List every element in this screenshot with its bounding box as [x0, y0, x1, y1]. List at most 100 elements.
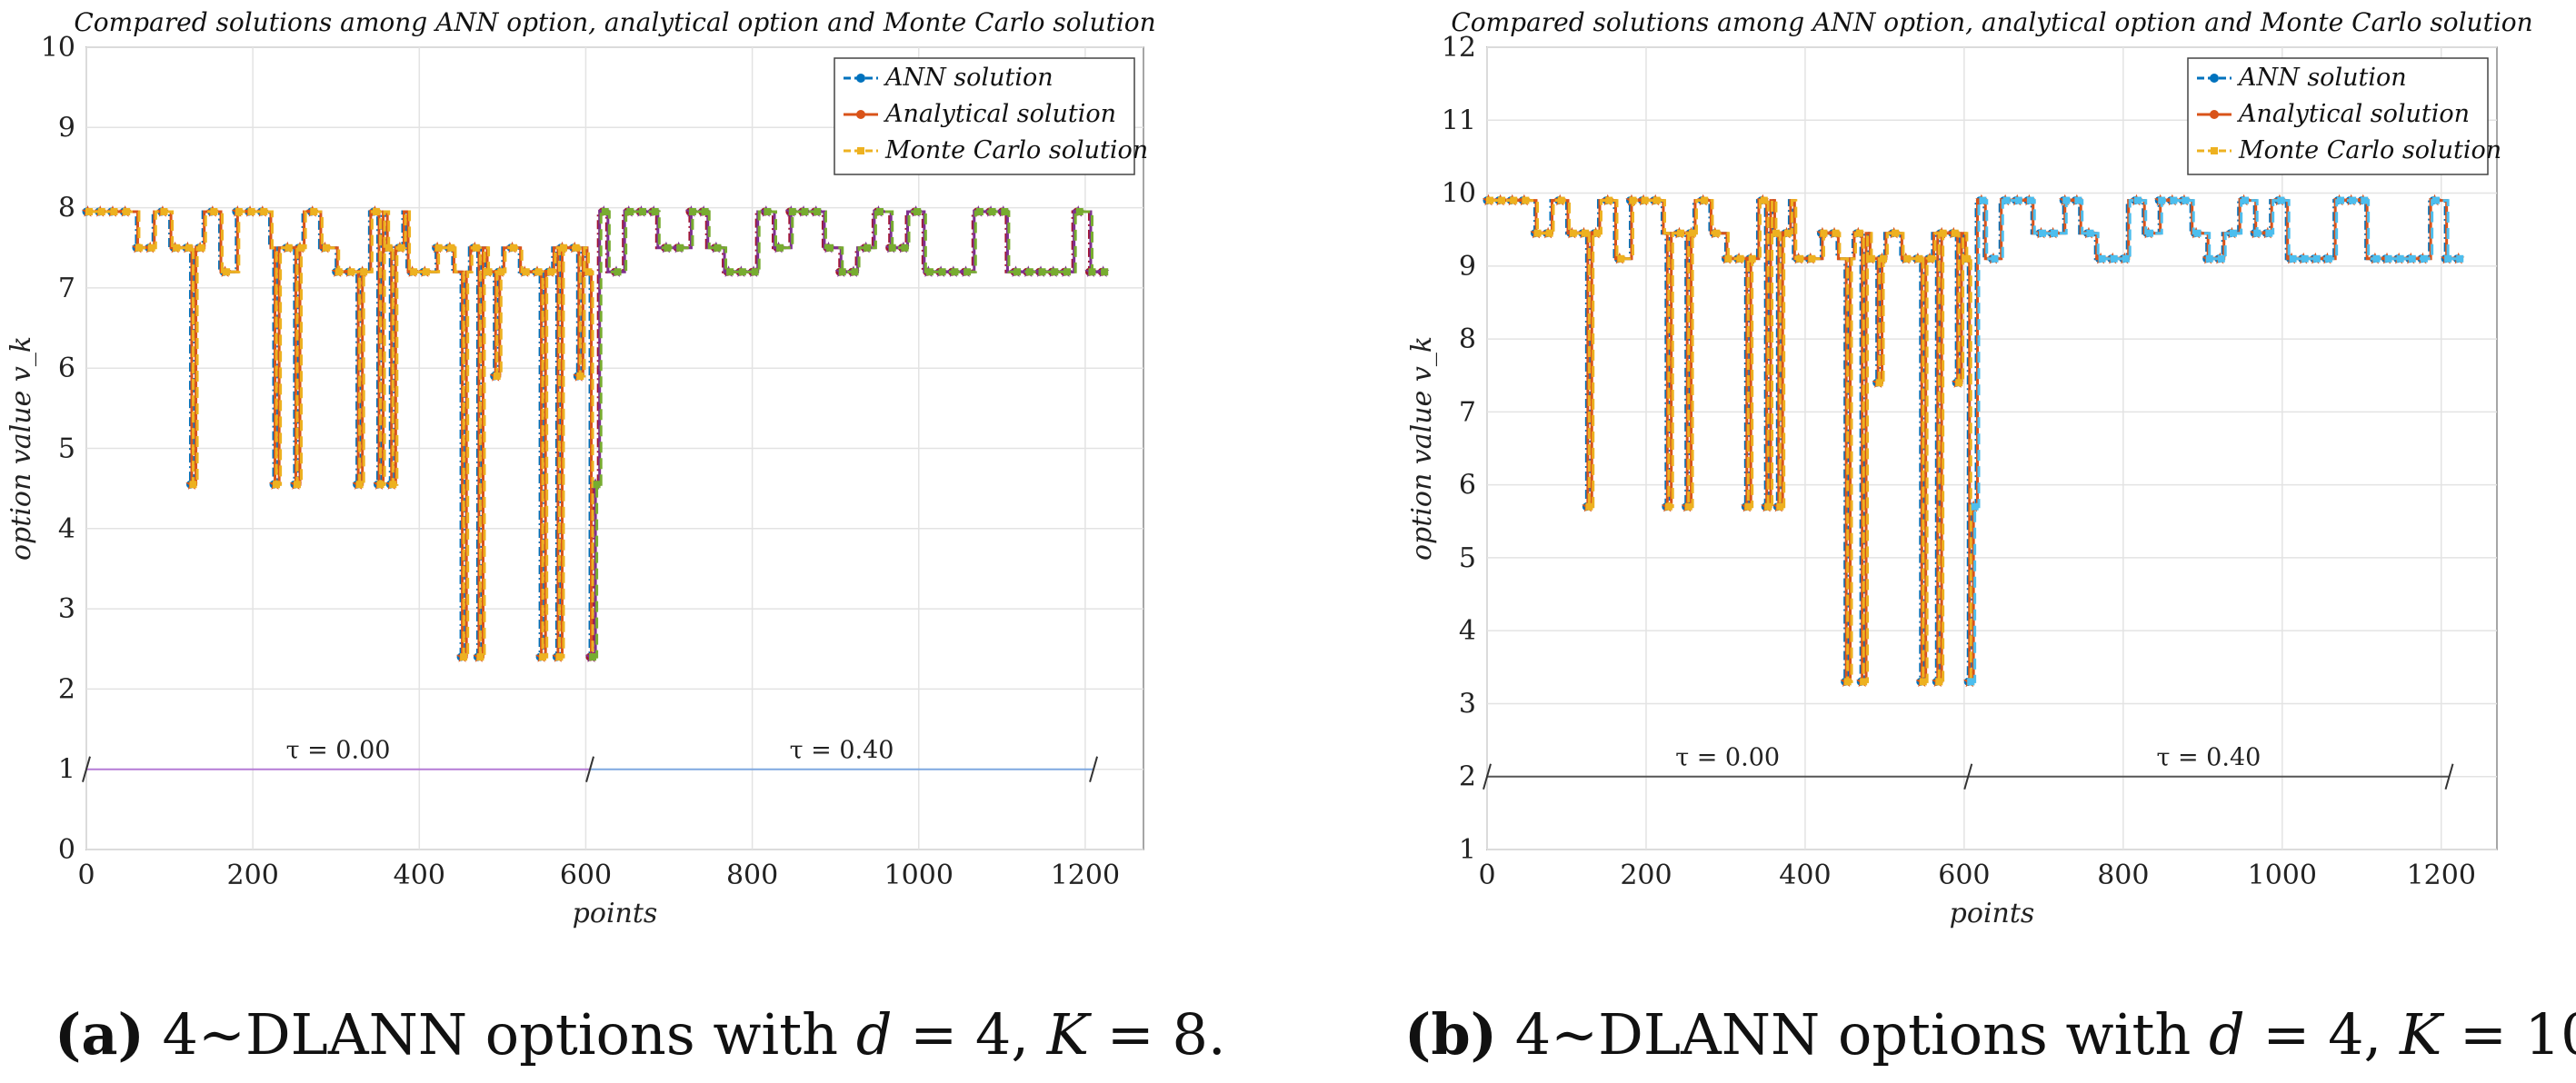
data-point	[2372, 254, 2381, 263]
data-point	[135, 243, 143, 252]
data-point	[2229, 229, 2237, 237]
y-tick-label: 7	[1459, 396, 1476, 428]
x-axis-label: points	[573, 898, 658, 929]
data-point	[160, 208, 168, 216]
legend-marker	[2210, 110, 2219, 119]
data-point	[764, 208, 772, 216]
legend-label: Monte Carlo solution	[2238, 136, 2501, 164]
legend-box	[2187, 57, 2489, 175]
data-point	[2361, 196, 2369, 204]
data-point	[776, 243, 784, 252]
data-point	[593, 481, 601, 489]
data-point	[1979, 196, 1987, 204]
data-point	[2205, 254, 2213, 263]
x-tick-label: 1200	[1051, 859, 1120, 891]
data-point	[2074, 196, 2082, 204]
data-point	[497, 268, 505, 276]
y-tick-label: 9	[1459, 251, 1476, 283]
data-point	[638, 208, 646, 216]
data-point	[951, 268, 959, 276]
data-point	[260, 208, 268, 216]
data-point	[510, 243, 518, 252]
caption-b-label: (b)	[1404, 1001, 1497, 1068]
y-axis-label: option value v_k	[1406, 336, 1438, 561]
data-point	[397, 243, 405, 252]
data-point	[547, 268, 555, 276]
x-tick-label: 400	[1779, 859, 1831, 891]
data-point	[410, 268, 418, 276]
y-tick-label: 10	[1442, 178, 1476, 210]
data-point	[2002, 196, 2011, 204]
data-point	[173, 243, 181, 252]
data-point	[1736, 254, 1744, 263]
plot-area	[1486, 46, 2498, 850]
caption-b: (b) 4∼DLANN options with d = 4, K = 10.	[1404, 1001, 2576, 1068]
data-point	[1772, 229, 1780, 237]
data-point	[1075, 208, 1083, 216]
data-point	[1760, 196, 1768, 204]
data-point	[1892, 229, 1900, 237]
x-tick-label: 1000	[2248, 859, 2317, 891]
tau-segment-label: τ = 0.00	[286, 737, 391, 765]
data-point	[1903, 254, 1912, 263]
y-tick-label: 1	[58, 754, 75, 786]
data-point	[2242, 196, 2250, 204]
data-point	[901, 243, 909, 252]
y-tick-label: 3	[1459, 688, 1476, 720]
data-point	[2026, 196, 2034, 204]
data-point	[1593, 229, 1602, 237]
data-point	[1962, 254, 1971, 263]
chart-panel-b: 0 200 400 600 800 1000 1200123456789101112Comp…	[1406, 7, 2533, 929]
data-point	[788, 208, 796, 216]
data-point	[197, 243, 205, 252]
caption-a: (a) 4∼DLANN options with d = 4, K = 8.	[55, 1001, 1226, 1068]
caption-a-eq2: = 8.	[1089, 1001, 1226, 1068]
data-point	[2193, 229, 2202, 237]
data-point	[2158, 196, 2166, 204]
data-point	[1101, 268, 1109, 276]
data-point	[185, 243, 193, 252]
data-point	[322, 243, 330, 252]
data-point	[1063, 268, 1072, 276]
x-tick-label: 200	[1620, 859, 1672, 891]
data-point	[297, 243, 305, 252]
caption-b-d: d	[2209, 1001, 2245, 1068]
data-point	[814, 208, 822, 216]
data-point	[372, 208, 380, 216]
legend-marker	[2210, 74, 2219, 83]
series-line-3	[593, 210, 1105, 659]
data-point	[1001, 208, 1009, 216]
data-point	[1860, 678, 1868, 686]
data-point	[2349, 196, 2357, 204]
data-point	[1880, 254, 1888, 263]
data-point	[189, 481, 197, 489]
data-point	[2146, 229, 2154, 237]
data-point	[1724, 254, 1732, 263]
x-tick-label: 800	[726, 859, 778, 891]
data-point	[484, 268, 493, 276]
data-point	[2098, 254, 2106, 263]
data-point	[1843, 678, 1852, 686]
data-point	[273, 481, 281, 489]
data-point	[539, 653, 547, 661]
data-point	[1486, 196, 1493, 204]
data-point	[589, 653, 597, 661]
data-point	[1641, 196, 1649, 204]
data-point	[1971, 502, 1979, 511]
data-point	[522, 268, 530, 276]
x-tick-label: 800	[2097, 859, 2149, 891]
data-point	[293, 481, 301, 489]
data-point	[925, 268, 934, 276]
data-point	[2170, 196, 2178, 204]
data-point	[2253, 229, 2261, 237]
data-point	[210, 208, 218, 216]
y-tick-label: 5	[1459, 542, 1476, 574]
x-tick-label: 0	[77, 859, 95, 891]
data-point	[2337, 196, 2345, 204]
data-point	[2110, 254, 2118, 263]
caption-b-text: 4∼DLANN options with	[1497, 1001, 2209, 1068]
data-point	[1935, 678, 1943, 686]
data-point	[1867, 254, 1875, 263]
data-point	[2444, 254, 2452, 263]
